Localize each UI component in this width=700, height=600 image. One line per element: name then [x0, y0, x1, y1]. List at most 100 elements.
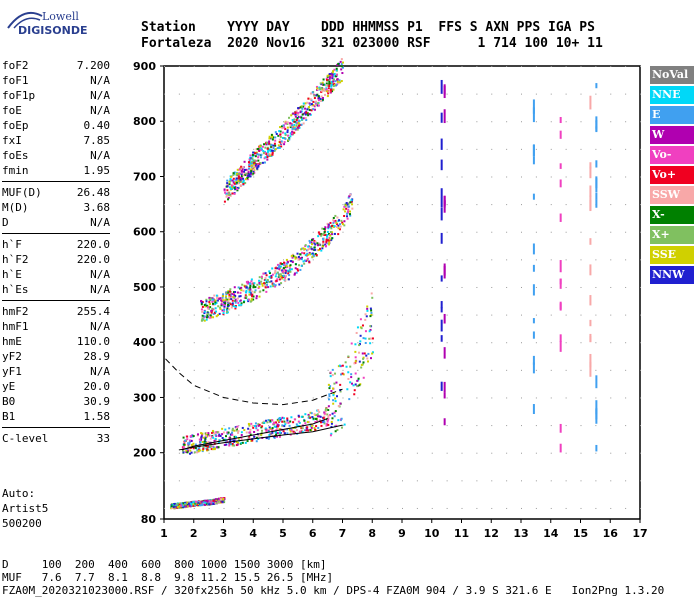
echo-point: [254, 289, 257, 292]
echo-point: [271, 282, 274, 285]
echo-point: [264, 152, 267, 155]
echo-point: [228, 294, 231, 297]
echo-point: [351, 207, 354, 210]
x-tick-label: 1: [160, 527, 168, 540]
echo-point: [217, 434, 220, 437]
echo-point: [244, 285, 247, 288]
echo-point: [249, 172, 252, 175]
echo-point: [208, 298, 211, 301]
echo-point: [311, 416, 314, 419]
echo-point: [221, 497, 224, 500]
x-tick-label: 16: [603, 527, 619, 540]
param-value: 1.95: [83, 164, 111, 177]
grid-dot: [238, 507, 240, 509]
grid-dot: [223, 231, 225, 233]
echo-point: [266, 147, 269, 150]
echo-point: [279, 133, 282, 136]
echo-point: [287, 278, 290, 281]
echo-point: [245, 172, 248, 175]
echo-point: [183, 447, 186, 450]
echo-point: [295, 124, 298, 127]
param-value: N/A: [90, 320, 110, 333]
grid-dot: [178, 148, 180, 150]
echo-point: [323, 231, 326, 234]
grid-dot: [610, 176, 612, 178]
echo-point: [212, 436, 215, 439]
echo-point: [330, 390, 333, 393]
echo-point: [221, 295, 224, 298]
echo-point: [239, 295, 242, 298]
echo-point: [189, 435, 192, 438]
echo-point: [238, 168, 241, 171]
param-value: 220.0: [76, 238, 110, 251]
param-name: h`Es: [2, 283, 29, 296]
echo-point: [271, 428, 274, 431]
echo-point: [187, 442, 190, 445]
echo-point: [251, 158, 254, 161]
echo-point: [297, 126, 300, 129]
echo-point: [230, 175, 233, 178]
echo-point: [284, 423, 287, 426]
echo-point: [368, 337, 371, 340]
echo-point: [283, 268, 286, 271]
echo-point: [268, 135, 271, 138]
echo-point: [249, 288, 252, 291]
echo-point: [272, 136, 275, 139]
echo-point: [325, 241, 328, 244]
grid-dot: [610, 93, 612, 95]
echo-point: [370, 309, 373, 312]
echo-point: [235, 178, 238, 181]
x-tick-label: 6: [309, 527, 317, 540]
echo-point: [251, 293, 254, 296]
echo-point: [308, 247, 311, 250]
grid-dot: [342, 286, 344, 288]
echo-point: [337, 404, 340, 407]
echo-point: [232, 181, 235, 184]
echo-point: [260, 147, 263, 150]
echo-point: [210, 435, 213, 438]
echo-point: [304, 429, 307, 432]
echo-point: [330, 422, 333, 425]
interference-mark: [532, 318, 535, 324]
echo-point: [217, 499, 220, 502]
echo-point: [309, 411, 312, 414]
grid-dot: [268, 480, 270, 482]
grid-dot: [402, 342, 403, 344]
grid-dot: [491, 259, 493, 261]
grid-dot: [193, 314, 195, 316]
echo-point: [232, 184, 235, 187]
grid-dot: [640, 259, 641, 261]
grid-dot: [297, 397, 299, 399]
echo-point: [319, 419, 322, 422]
grid-dot: [565, 314, 567, 316]
echo-point: [255, 295, 258, 298]
echo-point: [369, 328, 372, 331]
grid-dot: [327, 342, 329, 344]
echo-point: [293, 273, 296, 276]
interference-mark: [595, 192, 598, 200]
echo-point: [199, 449, 202, 452]
echo-point: [231, 427, 234, 430]
grid-dot: [238, 148, 240, 150]
grid-dot: [610, 314, 612, 316]
x-tick-label: 5: [279, 527, 287, 540]
grid-dot: [431, 176, 433, 178]
echo-point: [237, 177, 240, 180]
grid-dot: [461, 342, 463, 344]
echo-point: [348, 398, 351, 401]
grid-dot: [208, 204, 210, 206]
echo-point: [232, 444, 235, 447]
echo-point: [274, 267, 277, 270]
grid-dot: [178, 204, 180, 206]
grid-dot: [521, 259, 522, 261]
echo-point: [271, 153, 274, 156]
grid-dot: [506, 259, 508, 261]
echo-point: [207, 307, 210, 310]
interference-mark: [589, 361, 592, 377]
echo-point: [266, 156, 269, 159]
echo-point: [294, 120, 297, 123]
echo-point: [312, 100, 315, 103]
grid-dot: [223, 507, 225, 509]
echo-point: [176, 502, 179, 505]
grid-dot: [387, 286, 389, 288]
